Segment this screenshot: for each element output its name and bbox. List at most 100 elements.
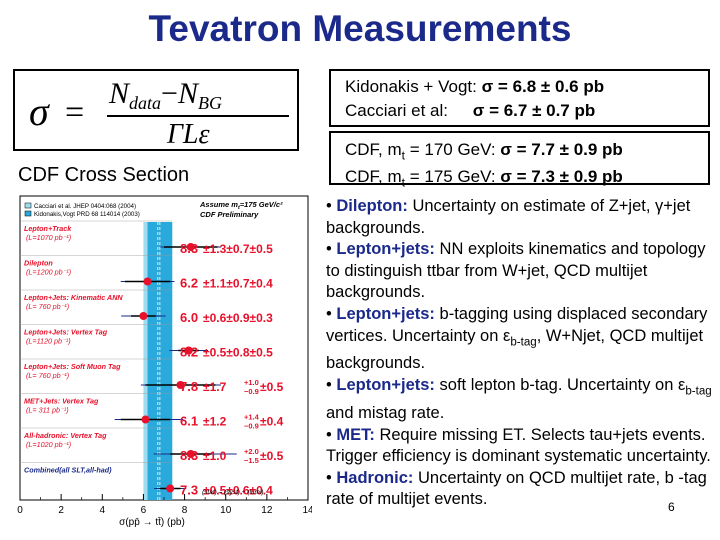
- plot-preliminary: CDF Preliminary: [200, 210, 259, 219]
- bullet-text: soft lepton b-tag. Uncertainty on ε: [434, 376, 686, 395]
- bullet-text: NN exploits kinematics and topology to d…: [326, 240, 706, 302]
- measurement-row: All-hadronic: Vertex Tag(L=1020 pb⁻¹) 8.3…: [20, 427, 284, 465]
- measurement-value: 6.0: [180, 310, 198, 325]
- x-tick-label: 14: [302, 505, 312, 516]
- measurement-row: Lepton+Jets: Kinematic ANN(L= 760 pb⁻¹) 6…: [20, 289, 273, 325]
- plot-footer: (stat) – (syst) + (lumi): [202, 489, 264, 496]
- theory-value-1: σ = 6.8 ± 0.6 pb: [481, 77, 605, 96]
- channel-lumi: (L= 760 pb⁻¹): [26, 371, 69, 380]
- cdf-cross-section-label: CDF Cross Section: [18, 164, 190, 186]
- m175-sub: t: [401, 175, 405, 190]
- syst-up: +1.0: [244, 378, 259, 387]
- legend-cacciari: Cacciari et al. JHEP 0404:068 (2004): [34, 203, 136, 210]
- bullet-label: Lepton+jets:: [336, 240, 435, 259]
- m175-mid: = 175 GeV:: [404, 167, 501, 187]
- theory-line-kidonakis: Kidonakis + Vogt: σ = 6.8 ± 0.6 pb: [345, 75, 708, 99]
- theory-name-2: Cacciari et al:: [345, 101, 448, 120]
- channel-name: Combined(all SLT,all-had): [24, 466, 112, 475]
- m170-value: σ = 7.7 ± 0.9 pb: [500, 140, 623, 159]
- plot-legend: Cacciari et al. JHEP 0404:068 (2004) Kid…: [24, 200, 283, 219]
- bullet-text: Uncertainty on QCD multijet rate, b -tag…: [326, 468, 707, 509]
- legend-kidonakis: Kidonakis,Vogt PRD 68 114014 (2003): [34, 211, 140, 218]
- bullet-met: • MET: Require missing ET. Selects tau+j…: [326, 425, 711, 466]
- legend-swatch-cacciari: [24, 202, 32, 209]
- channel-lumi: (L= 760 pb⁻¹): [26, 302, 69, 311]
- measurement-errors: ±1.0: [203, 449, 227, 463]
- channel-name: Lepton+Jets: Vertex Tag: [24, 328, 108, 337]
- measurement-errors: ±0.5±0.8±0.5: [203, 346, 273, 360]
- channel-descriptions: • Dilepton: Uncertainty on estimate of Z…: [326, 196, 716, 511]
- bullet-tail: , W+Njet, QCD multijet backgrounds.: [326, 326, 704, 373]
- x-tick-label: 4: [100, 505, 106, 516]
- cdf-measurements-box: CDF, mt = 170 GeV: σ = 7.7 ± 0.9 pb CDF,…: [329, 131, 710, 190]
- lumi-error: ±0.5: [260, 380, 284, 394]
- measurement-point: [186, 243, 195, 251]
- measurement-line-175: CDF, mt = 175 GeV: σ = 7.3 ± 0.9 pb: [345, 166, 708, 193]
- measurement-value: 7.3: [180, 483, 198, 498]
- measurement-point: [139, 312, 148, 320]
- syst-up: +1.4: [244, 413, 260, 422]
- bullet-label: Lepton+jets:: [336, 376, 435, 395]
- x-tick-label: 6: [141, 505, 147, 516]
- bullet-text: Uncertainty on estimate of Z+jet, γ+jet …: [326, 197, 691, 237]
- measurement-value: 8.3: [180, 241, 198, 256]
- formula-minus: −: [161, 77, 178, 110]
- bullet-text: b-tagging using displaced secondary vert…: [326, 304, 708, 345]
- m170-prefix: CDF, m: [345, 140, 402, 159]
- syst-down: −0.9: [244, 422, 259, 431]
- formula-sub-data: data: [129, 93, 161, 113]
- channel-lumi: (L=1020 pb⁻¹): [26, 440, 71, 449]
- formula-sub-bg: BG: [198, 93, 222, 113]
- bullet-sub: b-tag: [510, 335, 537, 348]
- formula-sigma: σ: [29, 89, 50, 134]
- legend-swatch-kidonakis: [24, 210, 32, 217]
- bullet-tail: and mistag rate.: [326, 403, 445, 422]
- measurement-row: Combined(all SLT,all-had) 7.3 ±0.5±0.6±0.4: [20, 462, 273, 498]
- bullet-hadronic: • Hadronic: Uncertainty on QCD multijet …: [326, 468, 707, 509]
- channel-name: Lepton+Jets: Soft Muon Tag: [24, 362, 121, 371]
- theory-predictions-box: Kidonakis + Vogt: σ = 6.8 ± 0.6 pb Cacci…: [329, 69, 710, 127]
- x-tick-label: 12: [261, 505, 273, 516]
- channel-name: Lepton+Track: [24, 224, 72, 233]
- page-number: 6: [668, 500, 675, 514]
- measurement-line-170: CDF, mt = 170 GeV: σ = 7.7 ± 0.9 pb: [345, 139, 708, 166]
- channel-name: Lepton+Jets: Kinematic ANN: [24, 293, 123, 302]
- svg-text:Ndata−NBG: Ndata−NBG: [108, 77, 222, 113]
- x-tick-label: 2: [58, 505, 64, 516]
- measurement-value: 6.1: [180, 414, 198, 429]
- channel-name: Dilepton: [24, 259, 53, 268]
- theory-line-cacciari: Cacciari et al: σ = 6.7 ± 0.7 pb: [345, 99, 708, 123]
- formula-n-data: N: [108, 77, 131, 110]
- theory-value-2: σ = 6.7 ± 0.7 pb: [472, 101, 596, 120]
- measurement-row: Lepton+Track(L=1070 pb⁻¹) 8.3 ±1.3±0.7±0.5: [20, 220, 273, 256]
- x-tick-label: 10: [220, 505, 232, 516]
- bullet-sub: b-tag: [685, 385, 712, 398]
- cross-section-formula: σ = Ndata−NBG ΓLε: [13, 69, 299, 151]
- cross-section-plot: Cacciari et al. JHEP 0404:068 (2004) Kid…: [17, 195, 312, 528]
- m170-mid: = 170 GeV:: [404, 140, 501, 159]
- formula-equals: =: [65, 94, 84, 131]
- bullet-dilepton: • Dilepton: Uncertainty on estimate of Z…: [326, 197, 691, 237]
- syst-down: −0.9: [244, 387, 259, 396]
- measurement-value: 6.2: [180, 276, 198, 291]
- measurement-errors: ±1.3±0.7±0.5: [203, 242, 273, 256]
- measurement-point: [186, 450, 195, 458]
- measurement-point: [141, 415, 150, 424]
- measurement-point: [184, 346, 193, 355]
- bullet-label: Lepton+jets:: [336, 304, 435, 323]
- bullet-text: Require missing ET. Selects tau+jets eve…: [326, 425, 711, 466]
- theory-name-1: Kidonakis + Vogt:: [345, 77, 477, 96]
- lumi-error: ±0.4: [260, 415, 284, 429]
- channel-name: MET+Jets: Vertex Tag: [24, 397, 99, 406]
- x-tick-label: 8: [182, 505, 188, 516]
- bullet-label: MET:: [336, 425, 375, 444]
- plot-assume: Assume mt=175 GeV/c²: [199, 200, 283, 211]
- slide-title: Tevatron Measurements: [148, 8, 572, 49]
- measurement-errors: ±0.6±0.9±0.3: [203, 311, 273, 325]
- bullet-lepton-jets-btag: • Lepton+jets: b-tagging using displaced…: [326, 304, 708, 373]
- measurement-value: 7.8: [180, 379, 198, 394]
- lumi-error: ±0.5: [260, 449, 284, 463]
- measurement-errors: ±1.1±0.7±0.4: [203, 277, 273, 291]
- measurement-row: Lepton+Jets: Vertex Tag(L=1120 pb⁻¹) 8.2 ±…: [20, 324, 273, 360]
- bullet-lepton-jets-nn: • Lepton+jets: NN exploits kinematics an…: [326, 240, 706, 302]
